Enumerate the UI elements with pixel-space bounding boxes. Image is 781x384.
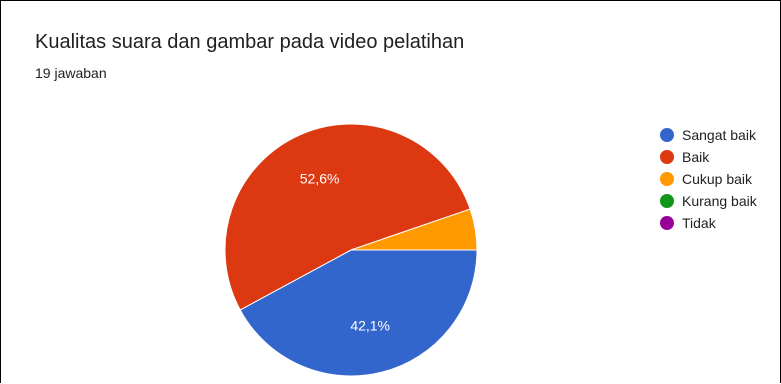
pie-slice-sangat-baik[interactable] <box>239 249 478 377</box>
legend-swatch <box>660 216 674 230</box>
pie-slice-baik[interactable] <box>224 123 471 311</box>
legend-swatch <box>660 172 674 186</box>
chart-legend: Sangat baik Baik Cukup baik Kurang baik Tida… <box>660 124 757 234</box>
pie-slice-cukup-baik[interactable] <box>350 208 478 251</box>
pie-label-baik: 52,6% <box>300 170 340 186</box>
response-count: 19 jawaban <box>35 65 107 81</box>
legend-item-cukup-baik: Cukup baik <box>660 168 757 190</box>
legend-label: Baik <box>682 149 710 165</box>
legend-swatch <box>660 150 674 164</box>
legend-item-tidak: Tidak <box>660 212 757 234</box>
legend-item-baik: Baik <box>660 146 757 168</box>
legend-swatch <box>660 194 674 208</box>
legend-swatch <box>660 128 674 142</box>
chart-title: Kualitas suara dan gambar pada video pel… <box>35 31 465 53</box>
legend-label: Cukup baik <box>682 171 753 187</box>
pie-label-sangat-baik: 42,1% <box>350 318 390 334</box>
legend-label: Tidak <box>682 215 716 231</box>
legend-label: Kurang baik <box>682 193 757 209</box>
legend-item-kurang-baik: Kurang baik <box>660 190 757 212</box>
legend-item-sangat-baik: Sangat baik <box>660 124 757 146</box>
legend-label: Sangat baik <box>682 127 756 143</box>
